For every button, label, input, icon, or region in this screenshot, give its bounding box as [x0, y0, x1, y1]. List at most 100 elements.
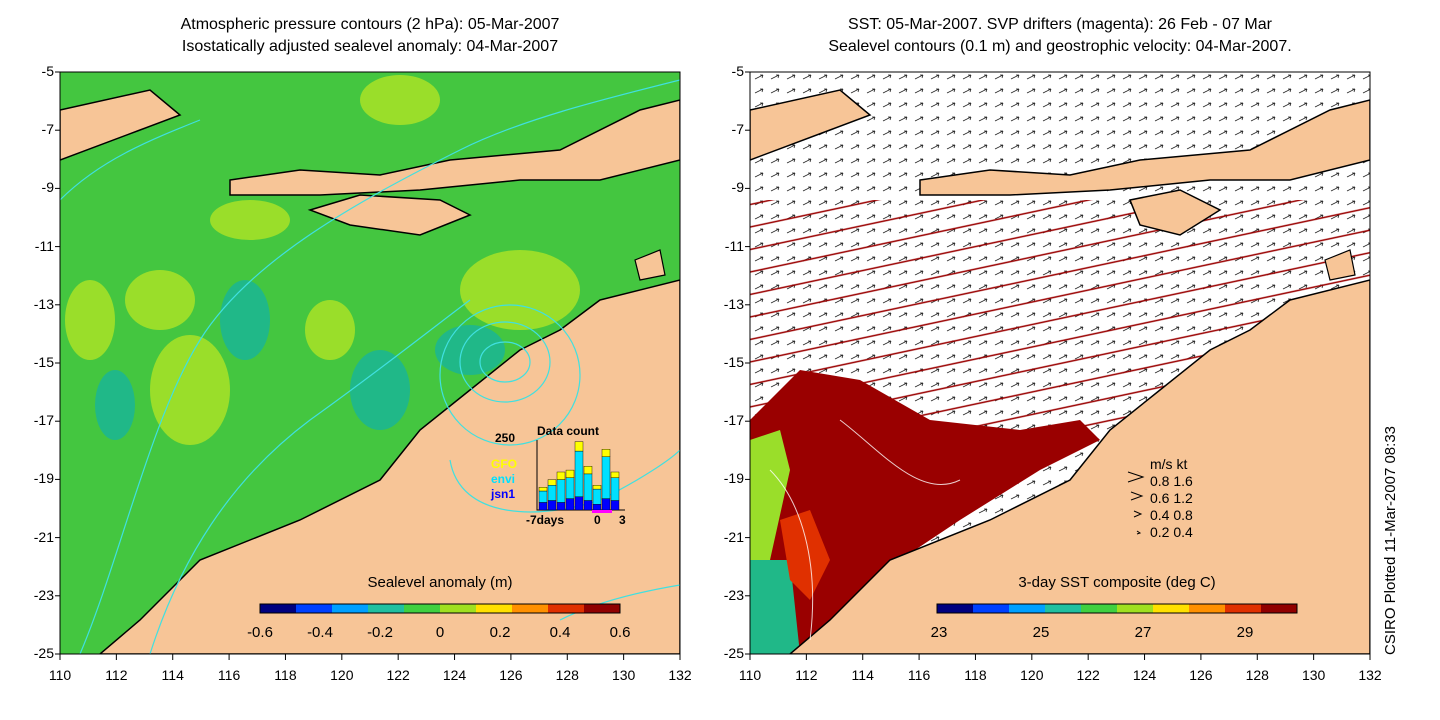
longitude-tick-label: 116: [217, 667, 241, 683]
colorbar-swatch: [1045, 604, 1082, 613]
latitude-tick-label: -23: [723, 586, 744, 603]
data-count-x-end: 3: [619, 513, 626, 527]
longitude-tick-label: 132: [668, 667, 692, 683]
data-count-bar: [610, 471, 620, 478]
pressure-contours: [60, 79, 680, 654]
latitude-tick-label: -19: [723, 470, 744, 487]
legend-envi: envi: [491, 472, 516, 486]
left-title-line2: Isostatically adjusted sealevel anomaly:…: [181, 38, 559, 55]
legend-jsn1: jsn1: [491, 487, 516, 501]
longitude-tick-label: 110: [738, 667, 762, 683]
velocity-key-arrows: [1127, 471, 1145, 535]
left-colorbar: [259, 603, 621, 614]
longitude-tick-label: 112: [795, 667, 818, 683]
latitude-tick-label: -23: [33, 586, 54, 603]
colorbar-tick-label: -0.6: [247, 624, 273, 641]
sst-warm-region: [750, 370, 1100, 654]
longitude-tick-label: 124: [1132, 667, 1157, 683]
data-count-bar: [583, 473, 593, 501]
longitude-tick-label: 122: [1076, 667, 1100, 683]
data-count-bar: [556, 502, 566, 511]
australia-landmass: [98, 279, 680, 654]
colorbar-border: [259, 603, 621, 614]
data-count-bar: [592, 504, 602, 511]
data-count-chart: [536, 440, 625, 513]
colorbar-swatch: [476, 604, 513, 613]
colorbar-tick-label: 29: [1236, 624, 1254, 641]
latitude-tick-label: -7: [731, 121, 744, 138]
latitude-tick-label: -9: [731, 179, 744, 196]
velocity-key-header: m/s kt: [1150, 456, 1188, 472]
colorbar-swatch: [512, 604, 549, 613]
latitude-tick-label: -9: [41, 179, 54, 196]
data-count-bar: [592, 488, 602, 505]
colorbar-swatch: [548, 604, 585, 613]
colorbar-swatch: [1009, 604, 1046, 613]
longitude-tick-label: 124: [442, 667, 467, 683]
data-count-bar: [601, 498, 611, 511]
data-count-title: Data count: [537, 424, 600, 438]
longitude-tick-label: 118: [964, 667, 987, 683]
data-count-bar: [547, 485, 557, 501]
colorbar-tick-label: 27: [1134, 624, 1152, 641]
data-count-bar: [601, 449, 611, 458]
latitude-tick-label: -21: [723, 528, 744, 545]
data-count-bar: [547, 479, 557, 486]
colorbar-tick-label: -0.2: [367, 624, 393, 641]
longitude-tick-label: 114: [161, 667, 184, 683]
colorbar-border: [936, 603, 1298, 614]
right-map: [750, 72, 1370, 654]
data-count-bar: [601, 456, 611, 499]
colorbar-swatch: [937, 604, 974, 613]
latitude-tick-label: -11: [34, 237, 54, 254]
data-count-bar: [538, 490, 548, 503]
colorbar-swatch: [1117, 604, 1154, 613]
colorbar-swatch: [1225, 604, 1262, 613]
longitude-tick-label: 120: [330, 667, 354, 683]
latitude-tick-label: -19: [33, 470, 54, 487]
right-title-line1: SST: 05-Mar-2007. SVP drifters (magenta)…: [848, 16, 1272, 33]
longitude-tick-label: 118: [274, 667, 297, 683]
data-count-x-zero: 0: [594, 513, 601, 527]
colorbar-swatch: [332, 604, 369, 613]
velocity-key-row: 0.4 0.8: [1150, 507, 1193, 523]
latitude-tick-label: -17: [723, 412, 744, 429]
colorbar-swatch: [1153, 604, 1190, 613]
longitude-tick-label: 126: [499, 667, 523, 683]
latitude-tick-label: -13: [33, 295, 54, 312]
left-title-line1: Atmospheric pressure contours (2 hPa): 0…: [180, 16, 560, 33]
data-count-bar: [547, 500, 557, 511]
data-count-bar: [574, 450, 584, 497]
colorbar-tick-label: 0.2: [489, 624, 511, 641]
latitude-tick-label: -25: [723, 645, 744, 661]
longitude-tick-label: 116: [907, 667, 931, 683]
colorbar-swatch: [1189, 604, 1226, 613]
colorbar-swatch: [296, 604, 333, 613]
latitude-tick-label: -11: [724, 237, 744, 254]
data-count-bar: [610, 500, 620, 511]
plot-credit: CSIRO Plotted 11-Mar-2007 08:33: [1382, 425, 1399, 655]
longitude-tick-label: 126: [1189, 667, 1213, 683]
legend-gfo: GFO: [491, 457, 517, 471]
latitude-tick-label: -15: [723, 354, 744, 370]
data-count-bar: [556, 471, 566, 480]
data-count-x-start: -7days: [526, 513, 565, 527]
data-count-bar: [574, 441, 584, 452]
longitude-tick-label: 130: [611, 667, 636, 683]
latitude-tick-label: -7: [41, 121, 54, 138]
velocity-key-row: 0.2 0.4: [1150, 524, 1193, 540]
right-map-title: SST: 05-Mar-2007. SVP drifters (magenta)…: [750, 14, 1370, 58]
latitude-tick-label: -15: [33, 354, 54, 370]
data-count-bar: [583, 466, 593, 475]
latitude-tick-label: -25: [33, 645, 54, 661]
latitude-tick-label: -13: [723, 295, 744, 312]
colorbar-swatch: [440, 604, 477, 613]
longitude-tick-label: 130: [1301, 667, 1326, 683]
velocity-key-row: 0.6 1.2: [1150, 490, 1193, 506]
colorbar-swatch: [584, 604, 621, 613]
colorbar-tick-label: 25: [1032, 624, 1050, 641]
data-count-ymax: 250: [495, 431, 516, 445]
colorbar-tick-label: -0.4: [307, 624, 333, 641]
right-title-line2: Sealevel contours (0.1 m) and geostrophi…: [828, 38, 1292, 55]
